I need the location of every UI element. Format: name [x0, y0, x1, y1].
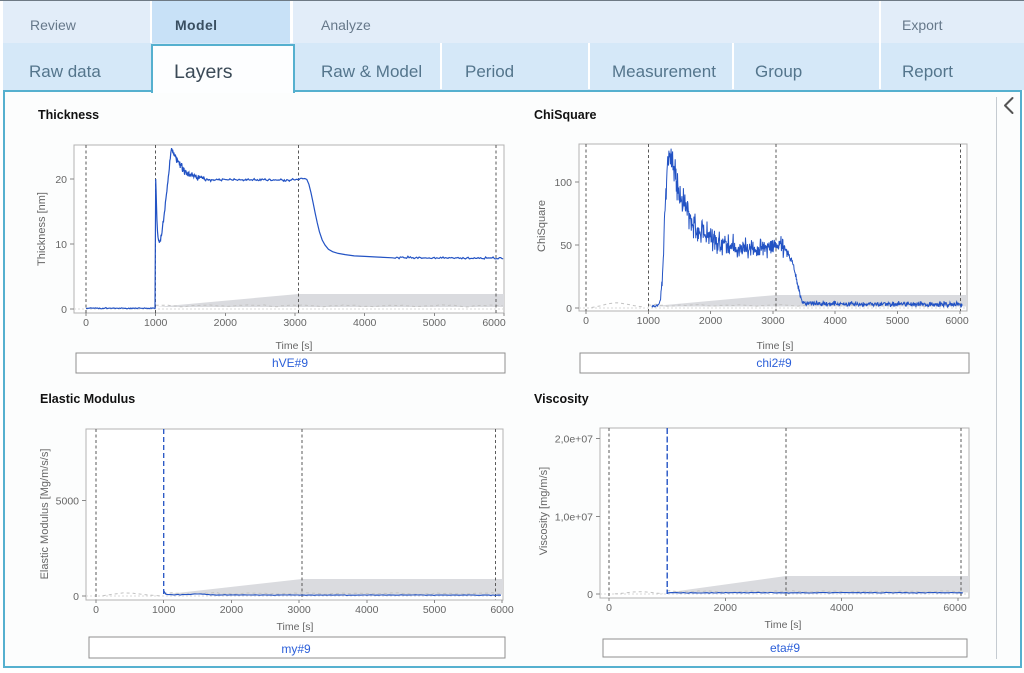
svg-text:6000: 6000	[943, 602, 967, 614]
svg-text:2000: 2000	[220, 604, 244, 616]
svg-text:Time [s]: Time [s]	[757, 340, 794, 352]
svg-text:Elastic Modulus [Mg/m/s/s]: Elastic Modulus [Mg/m/s/s]	[39, 449, 51, 580]
svg-text:20: 20	[55, 174, 67, 186]
svg-text:0: 0	[61, 304, 67, 316]
svg-text:10: 10	[55, 239, 67, 251]
svg-text:3000: 3000	[283, 317, 307, 329]
svg-text:Thickness: Thickness	[38, 108, 99, 122]
svg-text:6000: 6000	[945, 315, 969, 327]
svg-text:0: 0	[83, 317, 89, 329]
svg-text:Viscosity [mg/m/s]: Viscosity [mg/m/s]	[538, 467, 550, 555]
svg-text:2,0e+07: 2,0e+07	[555, 434, 593, 446]
svg-text:50: 50	[560, 240, 572, 252]
svg-text:Thickness [nm]: Thickness [nm]	[36, 192, 48, 266]
svg-text:ChiSquare: ChiSquare	[536, 200, 548, 252]
svg-text:6000: 6000	[482, 317, 506, 329]
svg-text:4000: 4000	[355, 604, 379, 616]
svg-text:Viscosity: Viscosity	[534, 392, 589, 406]
svg-text:hVE#9: hVE#9	[272, 356, 308, 370]
svg-text:2000: 2000	[714, 602, 738, 614]
svg-text:3000: 3000	[761, 315, 785, 327]
svg-text:ChiSquare: ChiSquare	[534, 108, 597, 122]
svg-text:1000: 1000	[152, 604, 176, 616]
svg-text:5000: 5000	[423, 317, 447, 329]
svg-text:Elastic Modulus: Elastic Modulus	[40, 392, 135, 406]
svg-text:100: 100	[554, 177, 572, 189]
svg-text:chi2#9: chi2#9	[756, 356, 792, 370]
svg-text:0: 0	[93, 604, 99, 616]
svg-text:4000: 4000	[824, 315, 848, 327]
svg-text:Time [s]: Time [s]	[277, 621, 314, 633]
svg-text:0: 0	[566, 303, 572, 315]
svg-text:1000: 1000	[144, 317, 168, 329]
svg-text:5000: 5000	[886, 315, 910, 327]
svg-text:0: 0	[587, 589, 593, 601]
svg-text:2000: 2000	[214, 317, 238, 329]
svg-text:4000: 4000	[830, 602, 854, 614]
svg-text:1000: 1000	[637, 315, 661, 327]
svg-text:Time [s]: Time [s]	[276, 340, 313, 352]
svg-text:1,0e+07: 1,0e+07	[555, 511, 593, 523]
svg-text:eta#9: eta#9	[770, 641, 800, 655]
svg-text:5000: 5000	[56, 496, 80, 508]
svg-text:0: 0	[583, 315, 589, 327]
svg-text:2000: 2000	[699, 315, 723, 327]
svg-text:5000: 5000	[423, 604, 447, 616]
svg-text:my#9: my#9	[281, 642, 311, 656]
svg-text:Time [s]: Time [s]	[765, 619, 802, 631]
svg-text:0: 0	[73, 591, 79, 603]
svg-text:6000: 6000	[490, 604, 514, 616]
svg-text:0: 0	[606, 602, 612, 614]
svg-text:3000: 3000	[287, 604, 311, 616]
svg-text:4000: 4000	[353, 317, 377, 329]
